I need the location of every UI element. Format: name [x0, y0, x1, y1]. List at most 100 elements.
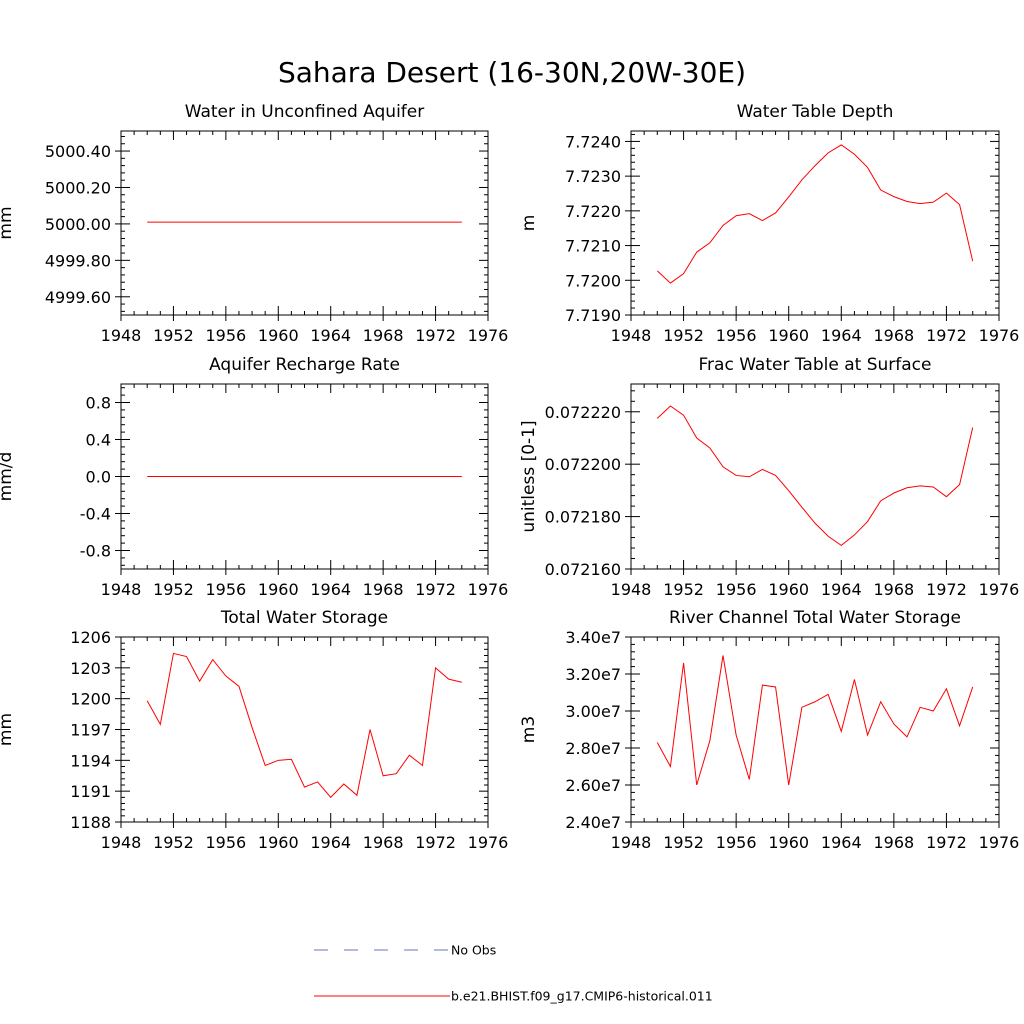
y-tick-label: 2.80e7 — [565, 739, 621, 758]
y-axis-label: mm/d — [0, 452, 16, 502]
x-tick-label: 1952 — [663, 580, 704, 599]
x-tick-label: 1952 — [153, 580, 194, 599]
legend-obs-label: No Obs — [451, 943, 496, 958]
x-tick-label: 1968 — [363, 580, 404, 599]
panel-title: River Channel Total Water Storage — [669, 608, 961, 628]
y-tick-label: 0.072180 — [545, 508, 621, 527]
x-tick-label: 1956 — [716, 833, 757, 852]
plot-frame — [630, 383, 1000, 570]
y-tick-label: 2.60e7 — [565, 776, 621, 795]
x-tick-label: 1972 — [926, 833, 967, 852]
plot-frame — [120, 130, 489, 316]
y-axis-label: m — [519, 215, 539, 232]
x-tick-label: 1976 — [979, 833, 1020, 852]
panel-title: Frac Water Table at Surface — [699, 355, 932, 375]
y-tick-label: 0.072160 — [545, 560, 621, 579]
panel-aquifer-water: Water in Unconfined Aquifer mm 1948 1952 195… — [0, 102, 508, 345]
x-tick-label: 1964 — [821, 833, 862, 852]
panel-title: Water in Unconfined Aquifer — [185, 102, 425, 122]
x-tick-label: 1968 — [873, 580, 914, 599]
y-tick-label: 7.7240 — [565, 132, 621, 151]
x-tick-label: 1976 — [979, 580, 1020, 599]
y-tick-label: 2.40e7 — [565, 813, 621, 832]
x-tick-label: 1972 — [926, 326, 967, 345]
x-tick-label: 1960 — [258, 580, 299, 599]
series-line — [146, 652, 462, 799]
y-tick-label: 7.7200 — [565, 271, 621, 290]
y-tick-label: 5000.00 — [45, 215, 111, 234]
series-line — [656, 144, 974, 284]
x-tick-label: 1972 — [415, 580, 456, 599]
x-tick-label: 1956 — [716, 580, 757, 599]
legend: No Obs b.e21.BHIST.f09_g17.CMIP6-histori… — [314, 943, 713, 1004]
y-tick-label: 7.7190 — [565, 306, 621, 325]
x-tick-label: 1972 — [415, 326, 456, 345]
x-tick-label: 1968 — [363, 326, 404, 345]
x-tick-label: 1964 — [310, 326, 351, 345]
y-tick-label: 1191 — [70, 782, 111, 801]
x-tick-label: 1972 — [926, 580, 967, 599]
series-line — [656, 405, 974, 547]
panel-river-storage: River Channel Total Water Storage m3 1948 1… — [519, 608, 1019, 852]
y-axis-label: mm — [0, 206, 16, 239]
x-tick-label: 1960 — [768, 833, 809, 852]
x-tick-label: 1976 — [979, 326, 1020, 345]
panel-title: Total Water Storage — [220, 608, 388, 628]
y-tick-label: 0.8 — [86, 394, 111, 413]
x-tick-label: 1960 — [258, 326, 299, 345]
x-tick-label: 1952 — [153, 326, 194, 345]
x-tick-label: 1960 — [768, 580, 809, 599]
y-tick-label: 7.7230 — [565, 167, 621, 186]
x-tick-label: 1968 — [873, 833, 914, 852]
x-tick-label: 1948 — [611, 326, 652, 345]
x-tick-label: 1956 — [205, 326, 246, 345]
x-tick-label: 1952 — [663, 326, 704, 345]
panel-title: Aquifer Recharge Rate — [209, 355, 400, 375]
x-tick-label: 1956 — [205, 833, 246, 852]
x-tick-label: 1976 — [468, 580, 509, 599]
x-tick-label: 1964 — [821, 580, 862, 599]
y-tick-label: 3.20e7 — [565, 665, 621, 684]
y-tick-label: 7.7210 — [565, 237, 621, 256]
panel-total-water-storage: Total Water Storage mm 1948 1952 1956 1960 196… — [0, 608, 508, 852]
y-axis-label: mm — [0, 713, 16, 746]
y-tick-label: 5000.40 — [45, 142, 111, 161]
y-tick-label: 0.072200 — [545, 455, 621, 474]
x-tick-label: 1952 — [153, 833, 194, 852]
plot-frame — [630, 636, 1000, 823]
panel-recharge-rate: Aquifer Recharge Rate mm/d 1948 1952 1956 196… — [0, 355, 508, 599]
y-tick-label: 0.0 — [86, 468, 111, 487]
panel-frac-water-table: Frac Water Table at Surface unitless [0-1… — [519, 355, 1019, 599]
x-tick-label: 1948 — [101, 580, 142, 599]
x-tick-label: 1956 — [716, 326, 757, 345]
x-tick-label: 1964 — [310, 580, 351, 599]
y-tick-label: 0.072220 — [545, 403, 621, 422]
y-tick-label: 1188 — [70, 813, 111, 832]
x-tick-label: 1972 — [415, 833, 456, 852]
y-tick-label: 3.00e7 — [565, 702, 621, 721]
y-tick-label: 1206 — [70, 628, 111, 647]
y-tick-label: 3.40e7 — [565, 628, 621, 647]
y-tick-label: 0.4 — [86, 431, 111, 450]
y-tick-label: 1197 — [70, 721, 111, 740]
y-tick-label: -0.8 — [80, 542, 111, 561]
y-tick-label: 4999.60 — [45, 288, 111, 307]
x-tick-label: 1976 — [468, 326, 509, 345]
x-tick-label: 1948 — [611, 833, 652, 852]
x-tick-label: 1964 — [821, 326, 862, 345]
x-tick-label: 1960 — [768, 326, 809, 345]
panels: Water in Unconfined Aquifer mm 1948 1952 195… — [0, 102, 1019, 852]
y-axis-label: m3 — [519, 716, 539, 743]
y-tick-label: 4999.80 — [45, 251, 111, 270]
x-tick-label: 1948 — [101, 326, 142, 345]
x-tick-label: 1968 — [363, 833, 404, 852]
x-tick-label: 1968 — [873, 326, 914, 345]
x-tick-label: 1956 — [205, 580, 246, 599]
x-tick-label: 1948 — [101, 833, 142, 852]
y-tick-label: 1200 — [70, 690, 111, 709]
panel-water-table-depth: Water Table Depth m 1948 1952 1956 1960 1964 19… — [519, 102, 1019, 345]
plot-frame — [120, 636, 489, 823]
legend-model-label: b.e21.BHIST.f09_g17.CMIP6-historical.011 — [451, 989, 713, 1004]
x-tick-label: 1952 — [663, 833, 704, 852]
